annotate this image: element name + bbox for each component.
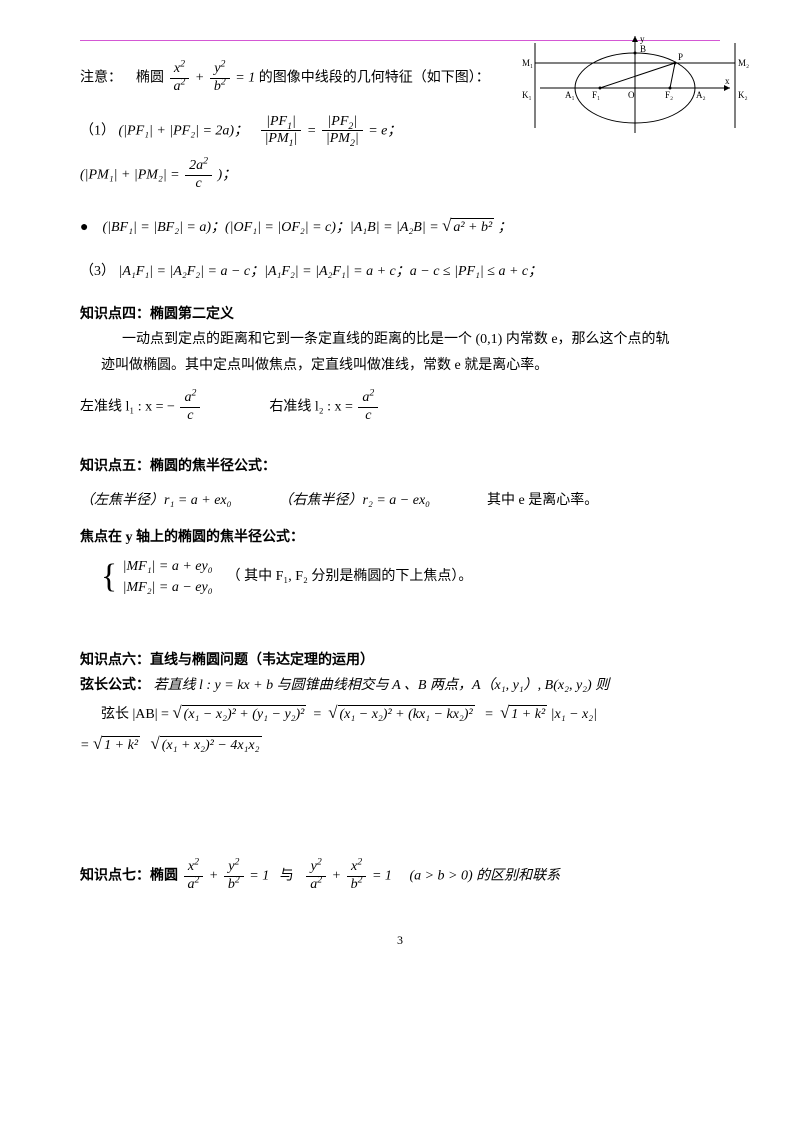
page-number: 3 — [80, 933, 720, 948]
kp5-yaxis-title: 焦点在 y 轴上的椭圆的焦半径公式： — [80, 525, 720, 550]
label-F1: F₁ — [592, 90, 600, 100]
kp5-right-r: （右焦半径）r₂ = a − ex₀ — [279, 493, 431, 508]
kp4-title: 知识点四：椭圆第二定义 — [80, 302, 720, 327]
kp6-sqrt3a: √1 + k² — [500, 707, 547, 722]
label-F2: F₂ — [665, 90, 673, 100]
kp5-left-r: （左焦半径）r₁ = a + ex₀ — [80, 493, 232, 508]
kp6-sqrt5: √(x₁ + x₂)² − 4x₁x₂ — [151, 738, 262, 753]
kp6-title: 知识点六：直线与椭圆问题（韦达定理的运用） — [80, 648, 720, 673]
kp4: 知识点四：椭圆第二定义 一动点到定点的距离和它到一条定直线的距离的比是一个 (0… — [80, 302, 720, 424]
kp7-and: 与 — [280, 868, 294, 883]
kp5-mf-stack: |MF₁| = a + ey₀ |MF₂| = a − ey₀ — [123, 556, 213, 598]
label-P: P — [678, 52, 683, 62]
kp6-line1-pre: 弦长 |AB| = — [101, 707, 172, 722]
note-label: 注意： — [80, 71, 122, 86]
label-x: x — [725, 76, 730, 86]
label-O: O — [628, 90, 635, 100]
kp7-frac2b: x2b2 — [347, 859, 367, 894]
item1-eq-e: = e； — [368, 123, 401, 138]
kp7-frac1a: x2a2 — [184, 859, 204, 894]
item1-a: (|PF₁| + |PF₂| = 2a)； — [119, 123, 249, 138]
kp6-sqrt2: √(x₁ − x₂)² + (kx₁ − kx₂)² — [328, 707, 474, 722]
kp4-text1: 一动点到定点的距离和它到一条定直线的距离的比是一个 (0,1) 内常数 e，那么… — [80, 327, 720, 352]
ellipse-eq-frac1: x2a2 — [170, 61, 190, 96]
ellipse-eq-frac2: y2b2 — [210, 61, 230, 96]
kp7-frac2a: y2a2 — [306, 859, 326, 894]
bullet-line: ● (|BF₁| = |BF₂| = a)；(|OF₁| = |OF₂| = c… — [80, 211, 720, 241]
intro-after: 的图像中线段的几何特征（如下图）： — [259, 71, 490, 86]
item1-prefix: （1） — [80, 123, 115, 138]
bullet-end: ； — [498, 220, 512, 235]
page: y x B P M₁ M₂ K₁ K₂ A₁ A₂ F₁ F₂ O 注意： 椭圆… — [0, 0, 800, 968]
item1-pf1-pm1: |PF1||PM1| — [261, 114, 302, 149]
kp4-right-frac: a2c — [358, 390, 378, 425]
label-M1: M₁ — [522, 58, 533, 68]
kp6-sqrt3b: |x₁ − x₂| — [551, 707, 597, 722]
kp6-chord-label: 弦长公式： — [80, 678, 150, 693]
kp7: 知识点七：椭圆 x2a2 + y2b2 = 1 与 y2a2 + x2b2 = … — [80, 859, 720, 894]
item1-c-pre: (|PM₁| + |PM₂| = — [80, 168, 183, 183]
kp6-sqrt4: √1 + k² — [93, 738, 140, 753]
item3-prefix: （3） — [80, 264, 115, 279]
kp4-left-frac: a2c — [180, 390, 200, 425]
ellipse-word: 椭圆 — [136, 71, 164, 86]
kp6-sqrt1: √(x₁ − x₂)² + (y₁ − y₂)² — [172, 707, 306, 722]
label-K2: K₂ — [738, 90, 748, 100]
bullet-bf: (|BF₁| = |BF₂| = a)；(|OF₁| = |OF₂| = c)；… — [102, 220, 442, 235]
kp5-mf1: |MF₁| = a + ey₀ — [123, 556, 213, 577]
bullet-mark: ● — [80, 220, 88, 235]
kp5-ecc: 其中 e 是离心率。 — [487, 493, 598, 508]
kp4-text2: 迹叫做椭圆。其中定点叫做焦点，定直线叫做准线，常数 e 就是离心率。 — [80, 353, 720, 378]
kp5-mf2: |MF₂| = a − ey₀ — [123, 577, 213, 598]
item1-2a2c: 2a2c — [185, 158, 212, 193]
kp5: 知识点五：椭圆的焦半径公式： （左焦半径）r₁ = a + ex₀ （右焦半径）… — [80, 454, 720, 598]
ellipse-diagram: y x B P M₁ M₂ K₁ K₂ A₁ A₂ F₁ F₂ O — [520, 28, 750, 138]
brace-icon: { — [101, 560, 117, 594]
kp4-left-label: 左准线 l₁ : x = − — [80, 399, 175, 414]
label-A2: A₂ — [696, 90, 706, 100]
item1-c-end: )； — [218, 168, 237, 183]
kp6-chord-text: 若直线 l : y = kx + b 与圆锥曲线相交与 A 、B 两点，A（x₁… — [154, 678, 610, 693]
kp5-note: （ 其中 F₁, F₂ 分别是椭圆的下上焦点）。 — [227, 569, 473, 584]
label-M2: M₂ — [738, 58, 749, 68]
bullet-sqrt: √a² + b² — [442, 220, 494, 235]
kp4-right-label: 右准线 l₂ : x = — [269, 399, 356, 414]
intro-line: 注意： 椭圆 x2a2 + y2b2 = 1 的图像中线段的几何特征（如下图）： — [80, 61, 490, 96]
kp6-line2-pre: = — [80, 738, 93, 753]
item-3: （3） |A₁F₁| = |A₂F₂| = a − c；|A₁F₂| = |A₂… — [80, 259, 720, 284]
label-A1: A₁ — [565, 90, 575, 100]
item1-pf2-pm2: |PF2||PM2| — [322, 114, 363, 149]
item3-content: |A₁F₁| = |A₂F₂| = a − c；|A₁F₂| = |A₂F₁| … — [119, 264, 543, 279]
kp7-title: 知识点七：椭圆 — [80, 868, 178, 883]
kp5-title: 知识点五：椭圆的焦半径公式： — [80, 454, 720, 479]
kp7-frac1b: y2b2 — [224, 859, 244, 894]
label-K1: K₁ — [522, 90, 532, 100]
label-B: B — [640, 44, 646, 54]
kp7-condition: (a > b > 0) 的区别和联系 — [409, 868, 560, 883]
label-y: y — [640, 34, 645, 44]
kp6: 知识点六：直线与椭圆问题（韦达定理的运用） 弦长公式： 若直线 l : y = … — [80, 648, 720, 759]
